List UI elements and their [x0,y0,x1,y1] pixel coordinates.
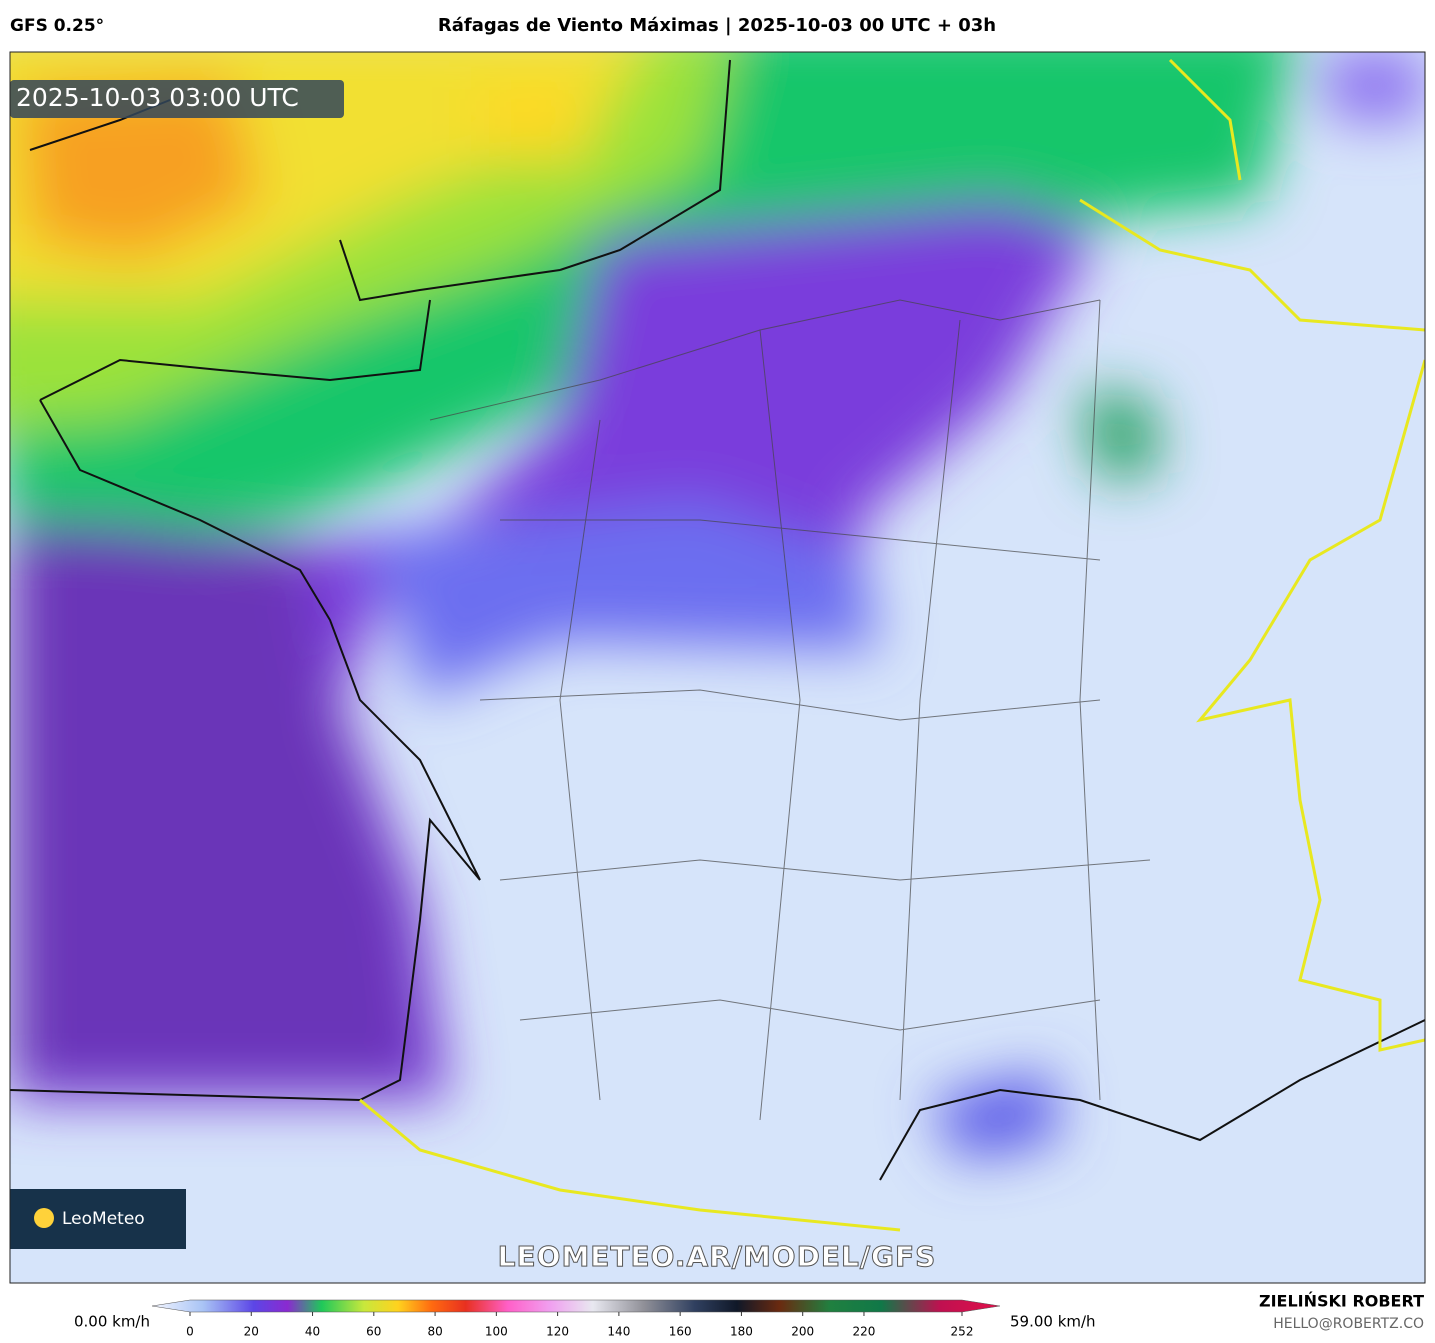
colorbar-tick-label: 60 [366,1325,381,1339]
colorbar-tick-label: 0 [186,1325,194,1339]
map-frame [9,51,1426,1284]
colorbar-min-label: 0.00 km/h [74,1313,150,1331]
map-area: 2025-10-03 03:00 UTC LeoMeteo LEOMETEO.A… [10,52,1425,1283]
colorbar-tick-label: 40 [305,1325,320,1339]
colorbar-tick-label: 252 [951,1325,974,1339]
map-title: Ráfagas de Viento Máximas | 2025-10-03 0… [438,15,996,36]
author: ZIELIŃSKI ROBERT [1259,1292,1424,1311]
logo-sun [34,1208,54,1228]
colorbar-tick-label: 200 [791,1325,814,1339]
colorbar-max-label: 59.00 km/h [1010,1313,1096,1331]
timestamp: 2025-10-03 03:00 UTC [16,83,299,112]
colorbar-tick-label: 120 [546,1325,569,1339]
colorbar-tick-label: 220 [853,1325,876,1339]
model-label: GFS 0.25° [10,16,104,36]
colorbar-tick-label: 160 [669,1325,692,1339]
national-border [359,58,1425,1232]
email: HELLO@ROBERTZ.CO [1273,1316,1424,1332]
timestamp-box [10,80,344,118]
colorbar-tick-label: 100 [485,1325,508,1339]
logo-text: LeoMeteo [62,1209,145,1229]
borders [429,299,1151,1121]
colorbar-tick-label: 140 [607,1325,630,1339]
colorbar-tick-label: 80 [427,1325,442,1339]
colorbar-tick-label: 180 [730,1325,753,1339]
coastline [10,59,1425,1181]
colorbar: 0.00 km/h 59.00 km/h 0 20 40 60 80 100 120 140 1… [74,1299,1096,1339]
colorbar-bar [151,1299,1001,1313]
colorbar-tick-label: 20 [244,1325,259,1339]
watermark: LEOMETEO.AR/MODEL/GFS [498,1240,937,1273]
gust-field [10,52,1425,1160]
